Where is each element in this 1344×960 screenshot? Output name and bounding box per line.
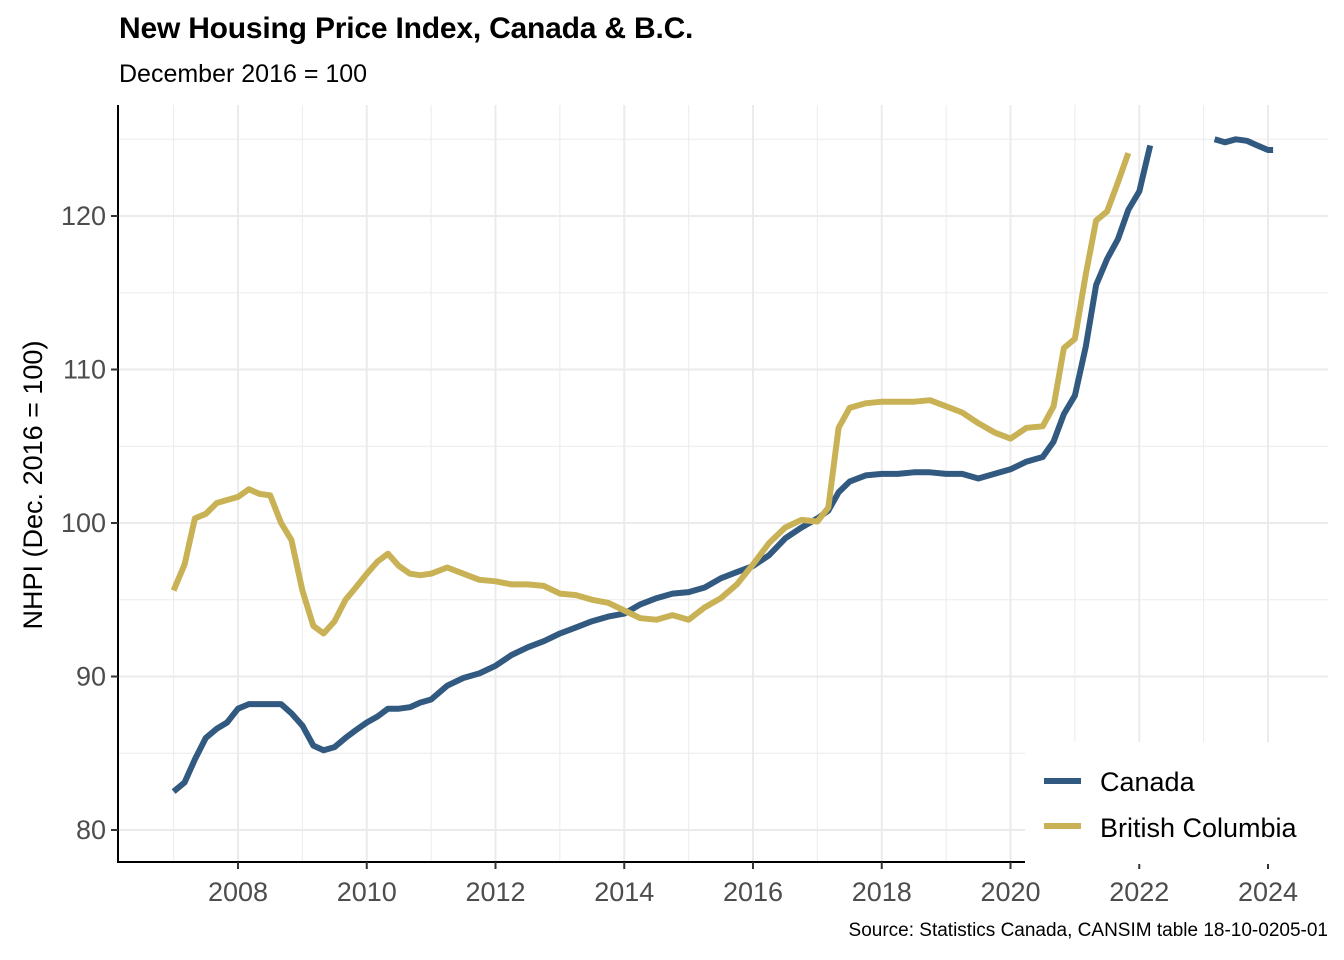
series-line-segment [171,144,1154,794]
x-tick-label: 2024 [1238,877,1298,907]
legend-label-canada: Canada [1100,767,1196,797]
x-tick-label: 2020 [980,877,1040,907]
series-british-columbia [170,152,1132,637]
chart-subtitle: December 2016 = 100 [119,60,368,88]
grid-lines [118,105,1328,862]
y-tick-label: 80 [76,815,106,845]
x-tick-label: 2014 [594,877,654,907]
tick-labels: 80 90 100 110 120 2008 2010 2012 2014 2016 2018 202… [61,201,1298,907]
x-tick-label: 2022 [1109,877,1169,907]
x-tick-label: 2016 [723,877,783,907]
chart-title: New Housing Price Index, Canada & B.C. [119,12,694,45]
source-caption: Source: Statistics Canada, CANSIM table … [848,920,1328,941]
x-tick-label: 2008 [208,877,268,907]
series-line-segment [1213,136,1274,153]
x-tick-label: 2012 [465,877,525,907]
legend-label-bc: British Columbia [1100,813,1298,843]
x-tick-label: 2018 [852,877,912,907]
series-layer [170,136,1274,794]
series-line-segment [170,152,1132,637]
y-axis-title: NHPI (Dec. 2016 = 100) [18,341,48,630]
y-tick-label: 90 [76,662,106,692]
legend: Canada British Columbia [1025,742,1344,864]
legend-background [1025,742,1344,864]
y-tick-label: 100 [61,508,106,538]
y-tick-label: 120 [61,201,106,231]
y-tick-label: 110 [63,355,106,385]
series-canada [171,136,1274,794]
x-tick-label: 2010 [337,877,397,907]
